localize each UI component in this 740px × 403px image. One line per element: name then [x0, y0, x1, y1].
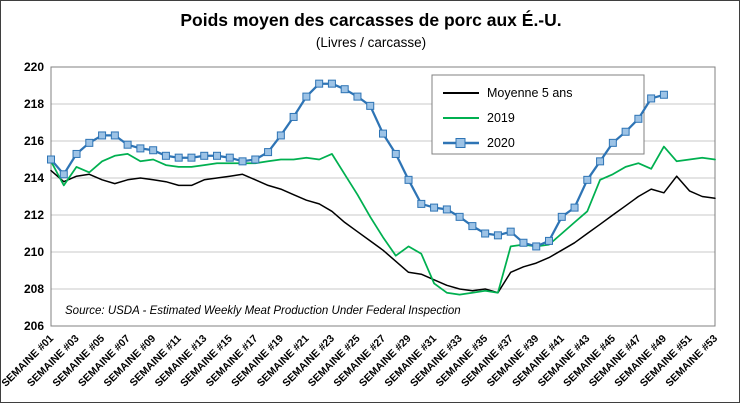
- series-marker: [59, 170, 68, 179]
- series-marker: [187, 153, 196, 162]
- series-marker: [659, 90, 668, 99]
- series-marker: [481, 229, 490, 238]
- legend-marker-2020: [455, 138, 466, 148]
- series-marker: [570, 203, 579, 212]
- series-marker: [455, 212, 464, 221]
- legend-box: [431, 74, 645, 155]
- series-marker: [302, 92, 311, 101]
- series-marker: [519, 238, 528, 247]
- series-marker: [442, 205, 451, 214]
- series-marker: [174, 153, 183, 162]
- series-marker: [532, 242, 541, 251]
- series-marker: [72, 149, 81, 158]
- series-marker: [340, 85, 349, 94]
- y-tick-label: 210: [24, 245, 44, 259]
- series-marker: [583, 175, 592, 184]
- y-tick-label: 214: [24, 171, 44, 185]
- series-marker: [608, 138, 617, 147]
- series-marker: [315, 79, 324, 88]
- legend: Moyenne 5 ans 2019 2020: [431, 74, 645, 155]
- series-layer: [47, 79, 716, 296]
- series-marker: [98, 131, 107, 140]
- series-marker: [264, 148, 273, 157]
- series-marker: [557, 212, 566, 221]
- series-marker: [47, 155, 55, 164]
- series-marker: [596, 157, 605, 166]
- legend-label-2019: 2019: [487, 111, 515, 125]
- series-marker: [161, 151, 170, 160]
- y-tick-label: 208: [24, 282, 44, 296]
- series-line-moyenne-5-ans: [50, 169, 716, 294]
- series-marker: [276, 131, 285, 140]
- series-marker: [634, 114, 643, 123]
- series-marker: [238, 157, 247, 166]
- series-marker: [391, 149, 400, 158]
- series-marker: [493, 231, 502, 240]
- series-marker: [353, 92, 362, 101]
- series-marker: [213, 151, 221, 160]
- series-marker: [123, 140, 132, 149]
- series-marker: [417, 199, 426, 208]
- legend-label-2020: 2020: [487, 136, 515, 150]
- y-tick-label: 206: [24, 319, 44, 333]
- series-marker: [225, 153, 234, 162]
- series-marker: [366, 101, 375, 110]
- series-marker: [430, 203, 439, 212]
- y-tick-label: 212: [24, 208, 44, 222]
- legend-label-moyenne: Moyenne 5 ans: [487, 86, 572, 100]
- series-marker: [379, 129, 387, 138]
- plot-border: [50, 66, 716, 327]
- series-marker: [468, 222, 477, 231]
- series-line-2019: [50, 145, 716, 296]
- series-marker: [621, 127, 630, 136]
- series-marker: [327, 79, 336, 88]
- series-marker: [545, 236, 553, 245]
- series-marker: [136, 144, 145, 153]
- series-marker: [289, 112, 298, 121]
- y-tick-label: 218: [24, 97, 44, 111]
- y-tick-label: 216: [24, 134, 44, 148]
- series-marker: [200, 151, 209, 160]
- series-marker: [251, 155, 260, 164]
- series-marker: [506, 227, 515, 236]
- series-marker: [149, 146, 158, 155]
- chart-subtitle: (Livres / carcasse): [316, 35, 426, 50]
- series-marker: [404, 175, 413, 184]
- series-marker: [110, 131, 119, 140]
- source-note: Source: USDA - Estimated Weekly Meat Pro…: [65, 305, 461, 317]
- series-marker: [647, 94, 656, 103]
- y-tick-label: 220: [24, 60, 44, 74]
- chart-title: Poids moyen des carcasses de porc aux É.…: [180, 9, 561, 30]
- series-marker: [85, 138, 94, 147]
